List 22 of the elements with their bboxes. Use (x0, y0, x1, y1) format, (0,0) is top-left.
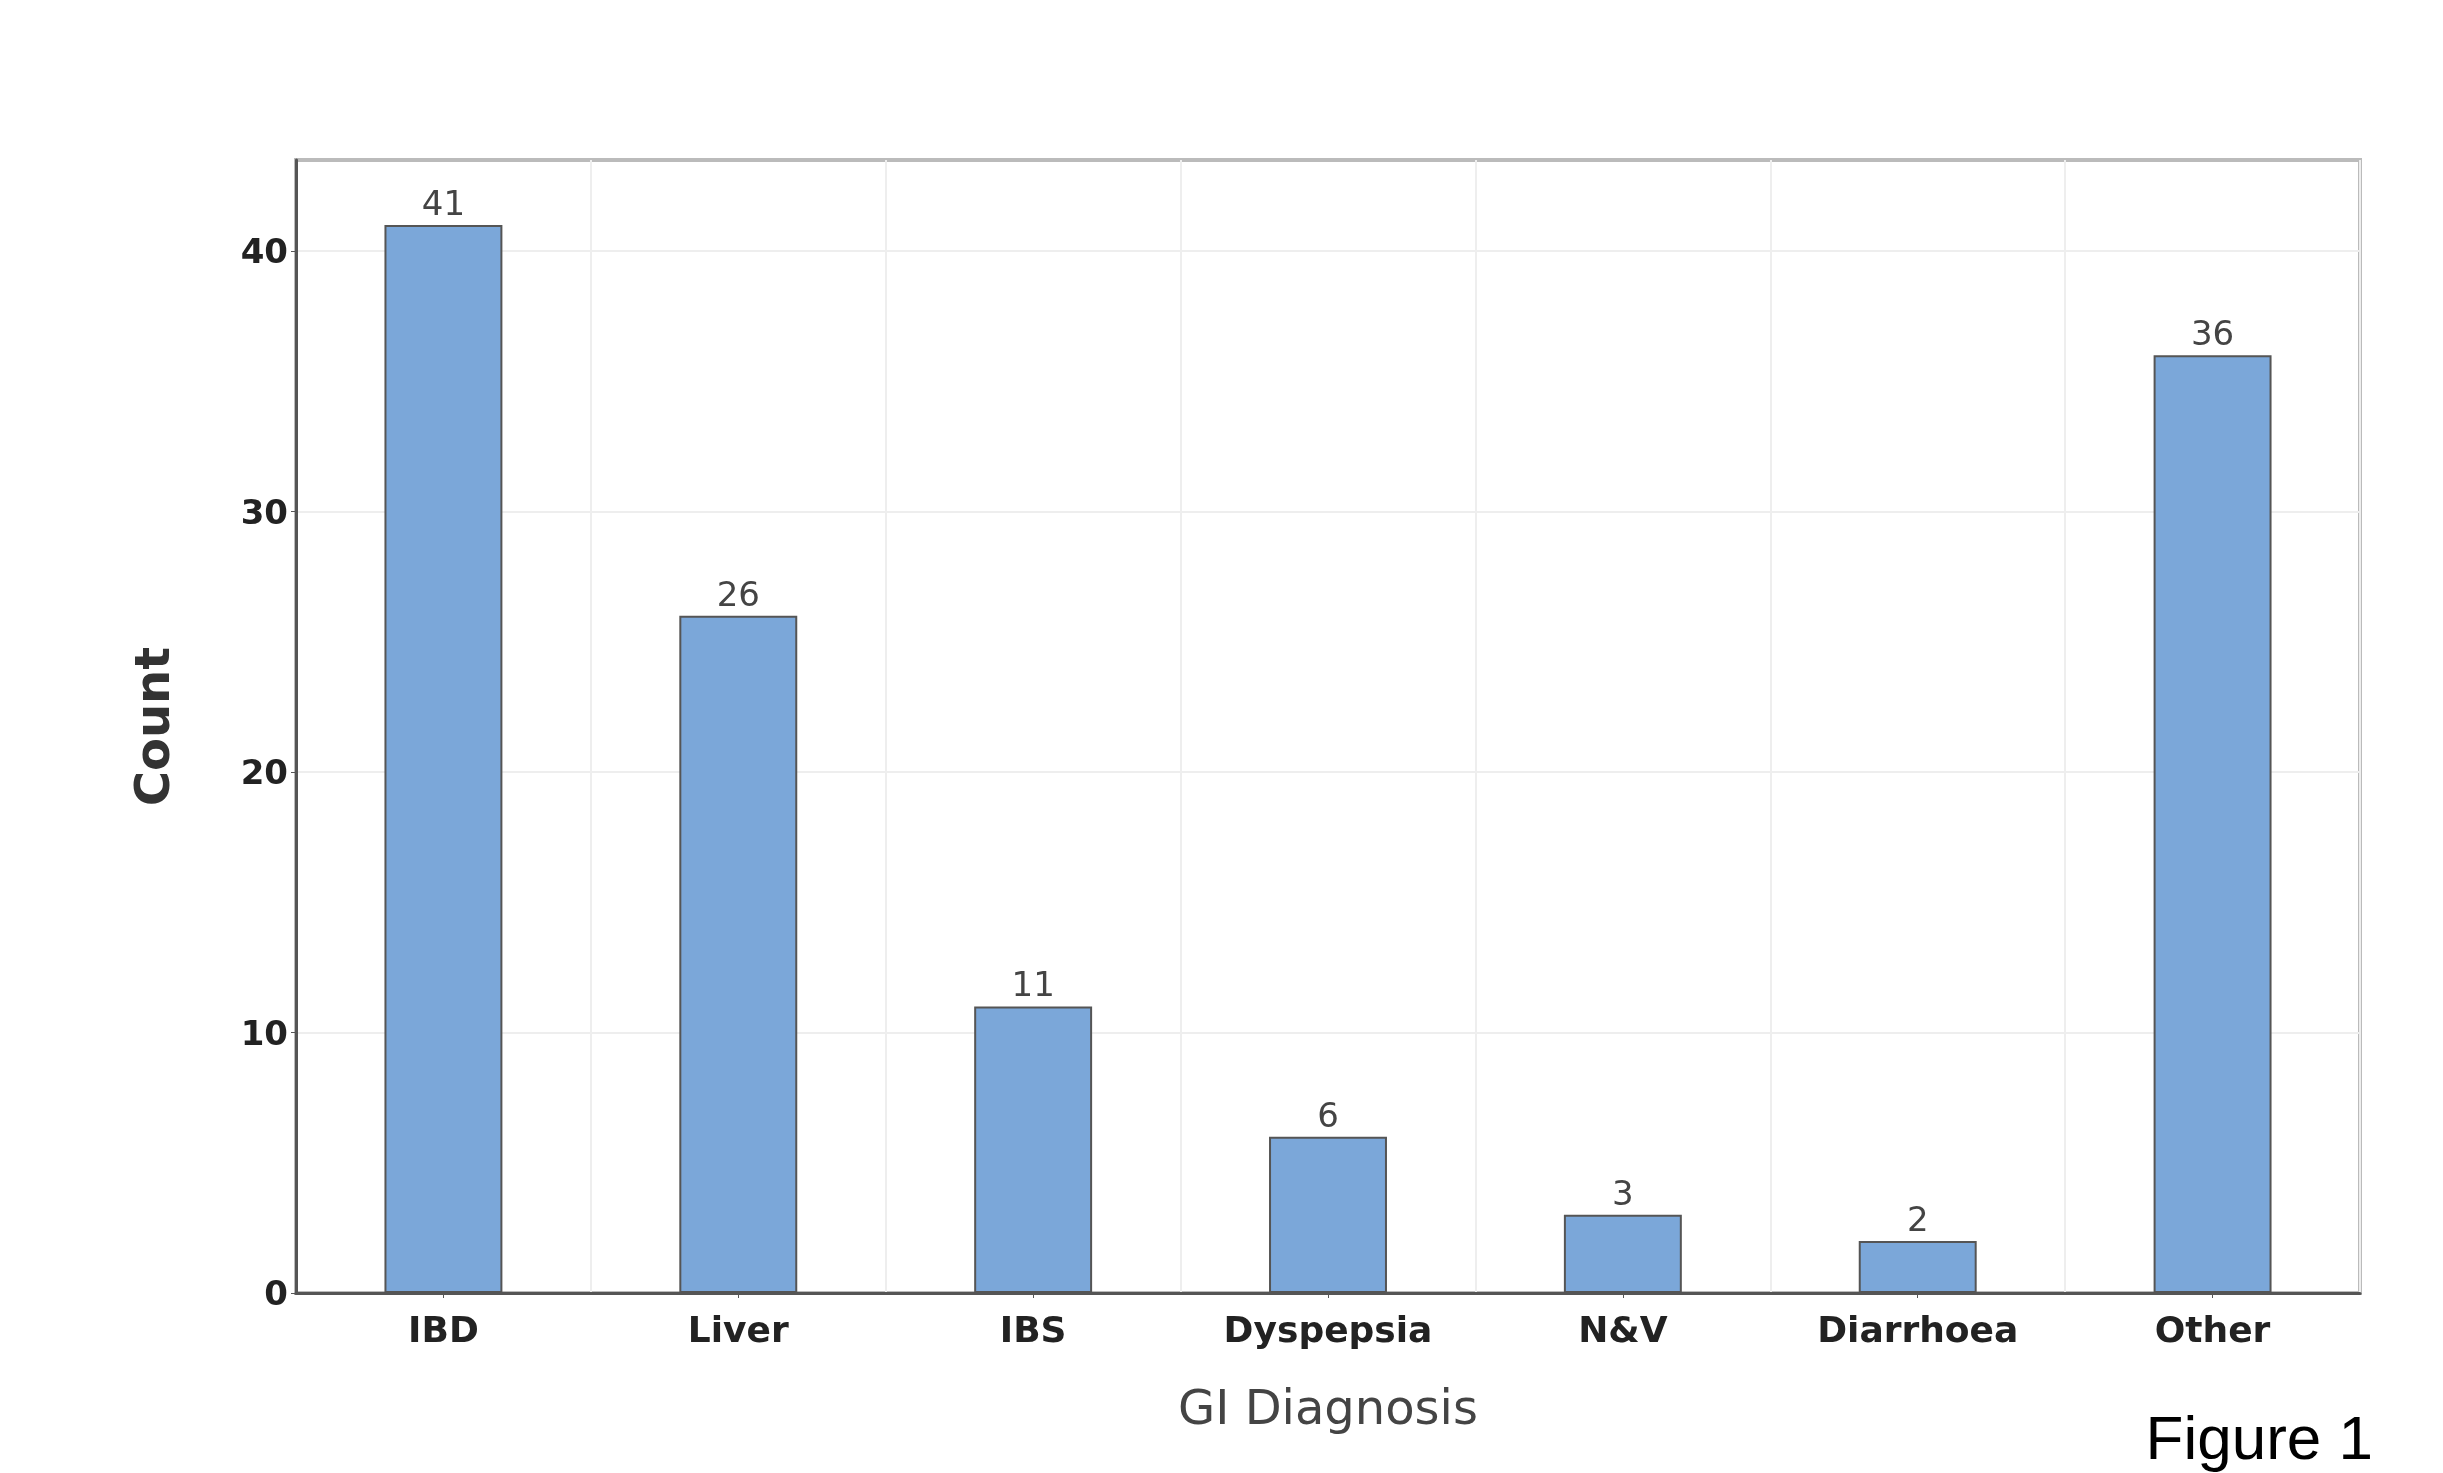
y-tick-label: 20 (240, 752, 288, 793)
y-tick-label: 30 (240, 491, 288, 532)
data-label: 2 (1906, 1198, 1929, 1239)
y-tick-label: 10 (240, 1012, 288, 1053)
caption: Figure 1 (2145, 1402, 2374, 1472)
y-axis-title: Count (124, 646, 180, 807)
x-tick-label: IBS (999, 1308, 1067, 1350)
data-label: 26 (716, 573, 760, 614)
x-tick-label: Other (2154, 1308, 2271, 1350)
data-label: 36 (2190, 313, 2235, 354)
x-tick-label: N&V (1578, 1308, 1668, 1350)
x-tick-label: IBD (408, 1308, 479, 1350)
data-label: 6 (1317, 1094, 1339, 1135)
x-tick-label: Diarrhoea (1817, 1308, 2019, 1350)
x-tick-label: Liver (687, 1308, 789, 1350)
x-tick-label: Dyspepsia (1223, 1308, 1433, 1350)
data-label: 3 (1612, 1172, 1634, 1213)
x-axis-title: GI Diagnosis (1178, 1379, 1478, 1435)
y-tick-label: 40 (240, 231, 288, 272)
data-label: 41 (421, 183, 466, 224)
data-label: 11 (1011, 964, 1055, 1005)
y-tick-label: 0 (264, 1273, 288, 1313)
